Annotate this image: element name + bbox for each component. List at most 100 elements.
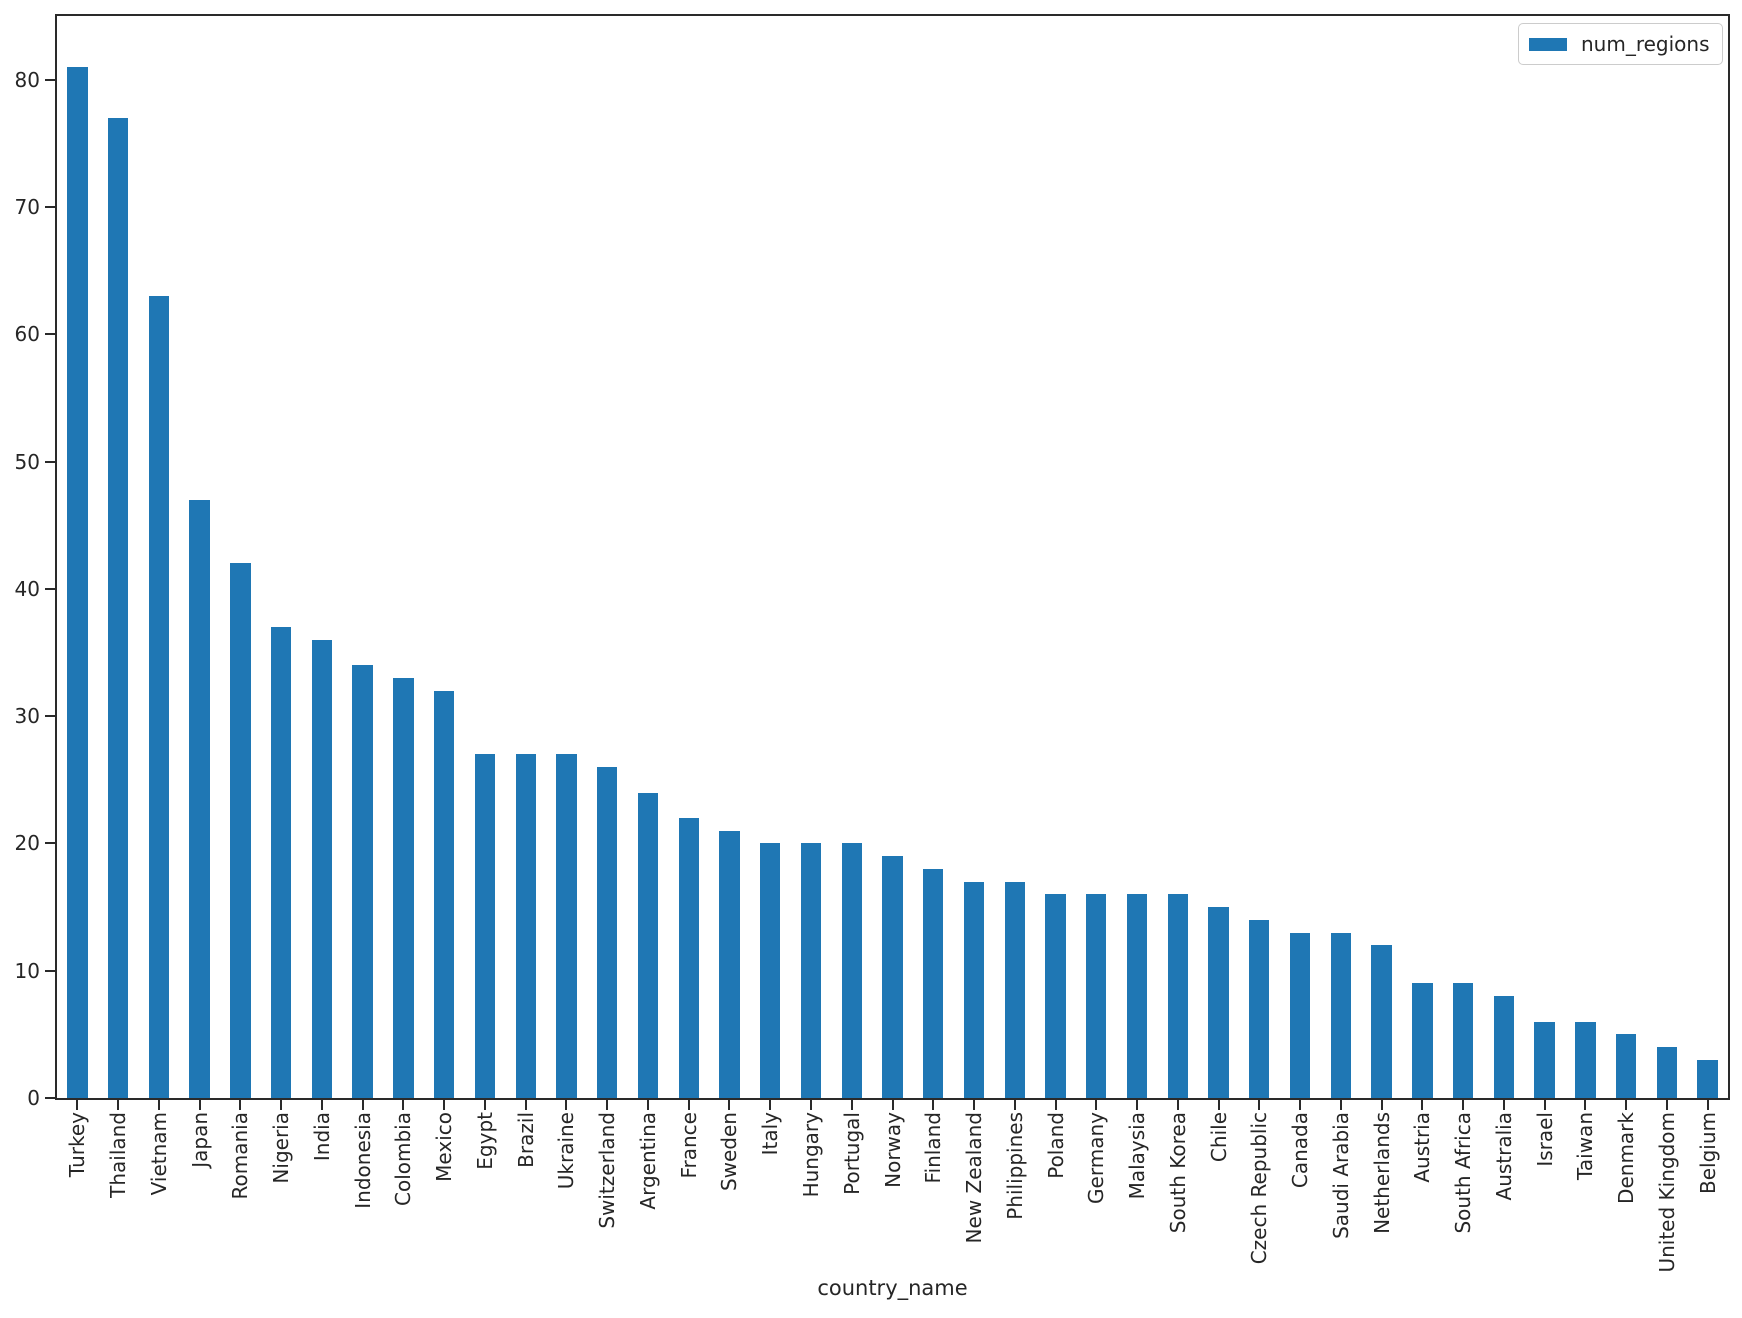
- bar-colombia: [393, 677, 414, 1098]
- x-tick-label-text: Philippines: [1002, 1112, 1027, 1220]
- x-tick-label-text: Portugal: [839, 1112, 864, 1195]
- x-tick-label-text: Germany: [1084, 1112, 1109, 1204]
- bar-nigeria: [270, 627, 292, 1098]
- legend: num_regions: [1518, 23, 1723, 65]
- x-tick-mark: [1421, 1100, 1424, 1110]
- x-tick-label-text: Brazil: [513, 1112, 538, 1168]
- bar-brazil: [515, 754, 536, 1098]
- y-tick-label: 60: [14, 322, 40, 347]
- x-tick-mark: [361, 1100, 364, 1110]
- x-tick-label-text: Ukraine: [554, 1112, 579, 1190]
- legend-swatch-icon: [1529, 37, 1567, 51]
- x-tick-label-text: Hungary: [798, 1112, 823, 1198]
- bar-mexico: [433, 690, 455, 1098]
- x-tick-mark: [1013, 1100, 1016, 1110]
- y-tick-mark: [45, 1097, 55, 1099]
- bar-czech-republic: [1249, 919, 1270, 1098]
- x-tick-label-text: Czech Republic: [1247, 1112, 1272, 1265]
- x-tick-mark: [1502, 1100, 1505, 1110]
- bar-belgium: [1697, 1059, 1718, 1098]
- x-tick-label-text: Vietnam: [146, 1112, 171, 1196]
- x-tick-mark: [483, 1100, 486, 1110]
- x-tick-label-text: Colombia: [391, 1112, 416, 1206]
- x-tick-mark: [1258, 1100, 1261, 1110]
- y-tick-label: 10: [14, 958, 40, 983]
- y-tick-label: 0: [27, 1086, 40, 1110]
- x-tick-label-text: France: [676, 1112, 701, 1179]
- bar-turkey: [67, 66, 88, 1098]
- y-tick-mark: [45, 205, 55, 208]
- bar-switzerland: [597, 767, 618, 1098]
- x-tick-label-text: Turkey: [65, 1112, 90, 1178]
- x-tick-label-text: Indonesia: [350, 1112, 375, 1209]
- x-tick-mark: [1054, 1100, 1057, 1110]
- x-tick-label-text: Argentina: [635, 1112, 660, 1210]
- bar-japan: [189, 499, 210, 1098]
- bar-ukraine: [556, 754, 577, 1098]
- bar-united-kingdom: [1656, 1047, 1678, 1098]
- bar-taiwan: [1575, 1021, 1596, 1098]
- bar-france: [678, 817, 699, 1098]
- y-tick-label: 70: [14, 194, 40, 219]
- x-tick-mark: [769, 1100, 772, 1110]
- x-tick-mark: [646, 1100, 649, 1110]
- x-tick-mark: [1095, 1100, 1098, 1110]
- x-tick-mark: [891, 1100, 894, 1110]
- bar-norway: [882, 856, 903, 1098]
- x-tick-mark: [524, 1100, 527, 1110]
- x-tick-mark: [1136, 1100, 1139, 1110]
- x-tick-mark: [280, 1100, 283, 1110]
- bar-argentina: [637, 792, 659, 1098]
- x-tick-label-text: Switzerland: [595, 1112, 620, 1229]
- y-tick-mark: [45, 842, 55, 845]
- x-tick-label-text: Poland: [1043, 1112, 1068, 1179]
- y-tick-mark: [45, 333, 55, 336]
- bar-malaysia: [1126, 894, 1148, 1098]
- plot-area: [55, 14, 1730, 1100]
- y-tick-mark: [45, 969, 55, 972]
- bar-egypt: [474, 754, 496, 1098]
- bar-vietnam: [148, 296, 170, 1098]
- x-tick-label-text: Belgium: [1695, 1112, 1720, 1194]
- y-tick-mark: [45, 587, 55, 590]
- y-tick-label: 30: [14, 704, 40, 729]
- bar-south-africa: [1452, 983, 1474, 1098]
- x-tick-mark: [402, 1100, 405, 1110]
- bar-romania: [230, 563, 251, 1098]
- bar-chile: [1208, 907, 1229, 1098]
- bar-new-zealand: [963, 881, 985, 1098]
- y-tick-mark: [45, 715, 55, 718]
- x-tick-label-text: Denmark: [1614, 1112, 1639, 1204]
- x-tick-label-text: Chile: [1206, 1112, 1231, 1163]
- bar-austria: [1412, 983, 1433, 1098]
- x-tick-mark: [1380, 1100, 1383, 1110]
- x-tick-label-text: Austria: [1410, 1112, 1435, 1183]
- x-tick-mark: [1462, 1100, 1465, 1110]
- x-tick-mark: [320, 1100, 323, 1110]
- bar-saudi-arabia: [1330, 932, 1351, 1098]
- y-tick-label: 20: [14, 831, 40, 856]
- x-tick-label-text: Romania: [228, 1112, 253, 1200]
- bars-layer: [57, 16, 1728, 1098]
- x-tick-mark: [443, 1100, 446, 1110]
- x-tick-mark: [606, 1100, 609, 1110]
- bar-finland: [923, 868, 944, 1098]
- x-tick-label-text: Israel: [1532, 1112, 1557, 1167]
- y-tick-label: 40: [14, 576, 40, 601]
- bar-israel: [1534, 1021, 1555, 1098]
- x-tick-label-text: Egypt: [472, 1112, 497, 1170]
- x-tick-mark: [1217, 1100, 1220, 1110]
- x-tick-mark: [973, 1100, 975, 1110]
- x-tick-label-text: Taiwan: [1573, 1112, 1598, 1181]
- x-tick-label-text: South Africa: [1451, 1112, 1476, 1234]
- x-axis-title: country_name: [817, 1276, 968, 1300]
- x-tick-label-text: Japan: [187, 1112, 212, 1168]
- bar-germany: [1086, 894, 1107, 1098]
- x-tick-label-text: Canada: [1288, 1112, 1313, 1189]
- x-tick-mark: [1625, 1100, 1628, 1110]
- bar-portugal: [841, 843, 862, 1098]
- x-tick-mark: [565, 1100, 568, 1110]
- x-tick-label-text: Mexico: [432, 1112, 457, 1182]
- bar-netherlands: [1371, 945, 1392, 1098]
- x-tick-label-text: Saudi Arabia: [1328, 1112, 1353, 1239]
